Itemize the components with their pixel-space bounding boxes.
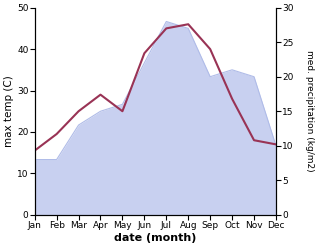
Y-axis label: med. precipitation (kg/m2): med. precipitation (kg/m2) (305, 50, 314, 172)
Y-axis label: max temp (C): max temp (C) (4, 75, 14, 147)
X-axis label: date (month): date (month) (114, 233, 197, 243)
